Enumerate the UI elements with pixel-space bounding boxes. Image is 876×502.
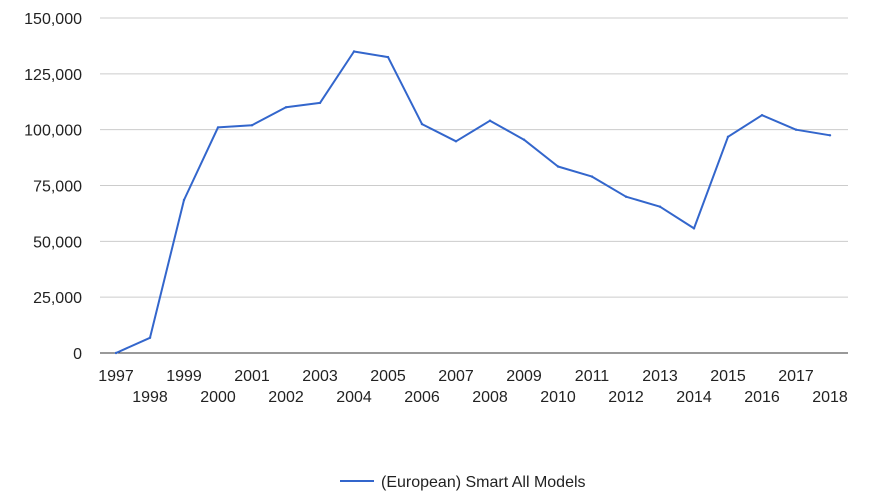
data-point[interactable] <box>420 122 424 126</box>
y-tick-label: 50,000 <box>33 234 82 251</box>
data-point[interactable] <box>488 119 492 122</box>
x-tick-label: 2014 <box>676 389 712 406</box>
y-tick-label: 0 <box>73 346 82 363</box>
x-tick-label: 2015 <box>710 368 746 385</box>
x-tick-label: 2011 <box>575 368 610 385</box>
x-tick-label: 2018 <box>812 389 848 406</box>
data-point[interactable] <box>828 134 832 137</box>
data-point[interactable] <box>284 106 288 109</box>
data-point[interactable] <box>182 198 186 202</box>
y-tick-label: 100,000 <box>24 123 82 140</box>
x-tick-label: 2006 <box>404 389 440 406</box>
x-tick-label: 1997 <box>98 368 134 385</box>
data-point[interactable] <box>658 205 662 208</box>
data-point[interactable] <box>556 165 560 168</box>
data-point[interactable] <box>624 195 628 198</box>
data-point[interactable] <box>386 55 390 59</box>
y-tick-label: 150,000 <box>24 11 82 28</box>
data-point[interactable] <box>454 140 458 143</box>
x-axis-tick-labels: 1997 1998 1999 2000 2001 2002 2003 2004 2005 2006… <box>98 368 848 406</box>
data-point[interactable] <box>692 227 696 230</box>
data-point[interactable] <box>250 124 254 127</box>
legend[interactable]: (European) Smart All Models <box>340 474 586 491</box>
x-tick-label: 2017 <box>778 368 814 385</box>
x-tick-label: 2005 <box>370 368 406 385</box>
x-tick-label: 2002 <box>268 389 304 406</box>
x-tick-label: 2004 <box>336 389 372 406</box>
x-tick-label: 2009 <box>506 368 542 385</box>
y-tick-label: 25,000 <box>33 290 82 307</box>
data-point[interactable] <box>760 114 764 117</box>
y-axis-tick-labels: 0 25,000 50,000 75,000 100,000 125,000 150,000 <box>24 11 82 363</box>
data-point[interactable] <box>318 101 322 105</box>
x-tick-label: 2008 <box>472 389 508 406</box>
y-tick-label: 125,000 <box>24 67 82 84</box>
x-tick-label: 2012 <box>608 389 644 406</box>
data-point[interactable] <box>216 126 220 129</box>
data-point[interactable] <box>726 135 730 138</box>
y-tick-label: 75,000 <box>33 179 82 196</box>
data-point[interactable] <box>352 50 356 53</box>
series-layer <box>114 50 832 355</box>
x-tick-label: 2007 <box>438 368 474 385</box>
legend-label: (European) Smart All Models <box>381 474 586 491</box>
x-tick-label: 2013 <box>642 368 678 385</box>
data-point[interactable] <box>522 138 526 141</box>
x-tick-label: 1998 <box>132 389 168 406</box>
data-point[interactable] <box>114 351 118 355</box>
x-tick-label: 2000 <box>200 389 236 406</box>
grid-lines <box>100 17 848 298</box>
data-point[interactable] <box>590 175 594 178</box>
x-tick-label: 2001 <box>234 368 270 385</box>
x-tick-label: 1999 <box>166 368 202 385</box>
series-line[interactable] <box>115 50 831 354</box>
x-tick-label: 2016 <box>744 389 780 406</box>
x-tick-label: 2010 <box>540 389 576 406</box>
data-point[interactable] <box>794 128 798 131</box>
data-point[interactable] <box>148 336 152 339</box>
x-tick-label: 2003 <box>302 368 338 385</box>
